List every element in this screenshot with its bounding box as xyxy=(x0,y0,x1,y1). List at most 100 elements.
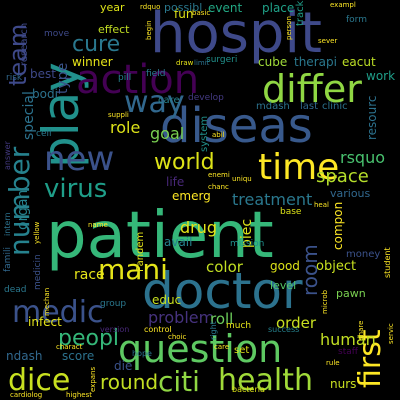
word-set: set xyxy=(234,345,250,356)
word-student: student xyxy=(383,247,392,278)
word-hope: hope xyxy=(132,349,152,358)
word-pill: pill xyxy=(118,73,132,83)
word-eacut: eacut xyxy=(342,55,376,69)
word-mdash: mdash xyxy=(256,101,290,112)
word-dead: dead xyxy=(4,285,27,295)
word-group: group xyxy=(100,299,127,309)
word-name: name xyxy=(88,221,108,229)
word-answer: answer xyxy=(3,141,12,170)
word-health: health xyxy=(218,363,313,398)
word-right: right xyxy=(209,321,218,340)
word-medic: medic xyxy=(12,295,104,330)
word-track: track xyxy=(295,0,306,26)
word-exampl: exampl xyxy=(330,1,356,9)
word-peopl: peopl xyxy=(58,326,120,351)
word-question: question xyxy=(118,327,283,371)
word-enemi: enemi xyxy=(208,171,230,179)
word-share: share xyxy=(357,320,365,340)
word-form: form xyxy=(346,15,367,25)
word-role: role xyxy=(110,118,141,137)
word-version: version xyxy=(100,325,130,334)
word-intern: intern xyxy=(3,212,12,236)
word-risk: risk xyxy=(6,73,23,83)
word-surgeri: surgeri xyxy=(206,55,238,65)
word-problem: problem xyxy=(148,308,215,327)
word-last: last xyxy=(300,101,319,112)
word-move: move xyxy=(44,29,70,39)
word-emerg: emerg xyxy=(172,189,211,203)
word-success: success xyxy=(268,325,300,334)
word-infect: infect xyxy=(28,315,62,329)
word-rule: rule xyxy=(326,359,340,367)
word-much: much xyxy=(226,321,252,331)
word-nurs: nurs xyxy=(330,377,357,391)
word-begin: begin xyxy=(145,20,153,40)
word-type: type xyxy=(55,62,71,94)
word-expans: expans xyxy=(89,366,97,392)
word-patient: patient xyxy=(46,199,274,273)
word-cardiolog: cardiolog xyxy=(10,391,43,399)
word-doctor: doctor xyxy=(142,262,303,320)
word-Pandem: Pandem xyxy=(135,231,146,272)
word-place: place xyxy=(262,1,295,15)
word-life: life xyxy=(166,175,185,189)
word-good: good xyxy=(270,259,300,273)
word-compon: compon xyxy=(331,201,345,250)
word-effect: effect xyxy=(98,23,130,36)
word-die: die xyxy=(114,359,133,373)
word-therapi: therapi xyxy=(294,55,337,69)
word-rsquo: rsquo xyxy=(340,148,385,167)
word-uniqu: uniqu xyxy=(232,175,252,183)
word-goal: goal xyxy=(150,124,185,143)
word-chanc: chanc xyxy=(208,183,229,191)
word-educ: educ xyxy=(152,293,182,307)
word-bacteria: bacteria xyxy=(232,385,265,394)
word-limit: limit xyxy=(194,59,210,67)
word-care-2: care xyxy=(214,343,230,351)
word-care: care xyxy=(158,95,180,106)
word-best: best xyxy=(30,67,56,81)
word-choic: choic xyxy=(168,333,187,341)
word-yellow: yellow xyxy=(33,221,41,244)
word-ndash: ndash xyxy=(6,349,43,363)
word-diseas: diseas xyxy=(160,98,313,154)
word-draw: draw xyxy=(176,59,194,67)
word-system: system xyxy=(199,115,210,152)
word-winner: winner xyxy=(72,55,113,69)
word-event: event xyxy=(208,1,243,15)
word-cell: cell xyxy=(36,129,52,139)
word-money: money xyxy=(346,249,381,260)
word-mission: mission xyxy=(230,239,265,249)
word-cure: cure xyxy=(72,32,121,57)
word-fun: fun xyxy=(174,7,194,21)
word-order: order xyxy=(276,314,316,332)
word-work: work xyxy=(366,69,396,83)
word-roll: roll xyxy=(210,310,234,328)
word-clinic: clinic xyxy=(322,101,348,112)
word-drug: drug xyxy=(180,218,218,237)
word-round: round xyxy=(100,370,159,394)
word-medicin: medicin xyxy=(33,254,43,290)
word-color: color xyxy=(206,258,243,276)
word-base: base xyxy=(280,207,302,217)
word-mani: mani xyxy=(98,253,168,286)
word-famili: famili xyxy=(3,247,13,272)
word-suppli: suppli xyxy=(108,111,129,119)
word-score: score xyxy=(62,349,95,363)
word-human: human xyxy=(320,330,376,349)
word-new: new xyxy=(44,139,115,179)
word-time: time xyxy=(258,147,340,188)
word-mechan: mechan xyxy=(43,287,51,316)
word-level: level xyxy=(270,279,297,292)
word-action: action xyxy=(76,57,200,103)
word-virus: virus xyxy=(44,174,108,204)
word-citi: citi xyxy=(158,365,200,398)
word-dice: dice xyxy=(8,363,71,398)
word-avail: avail xyxy=(164,235,193,249)
word-field: field xyxy=(146,69,166,79)
word-organ: organ xyxy=(15,189,31,230)
word-research: research xyxy=(19,22,30,66)
word-possibl: possibl xyxy=(164,1,203,14)
word-cube: cube xyxy=(258,55,288,69)
